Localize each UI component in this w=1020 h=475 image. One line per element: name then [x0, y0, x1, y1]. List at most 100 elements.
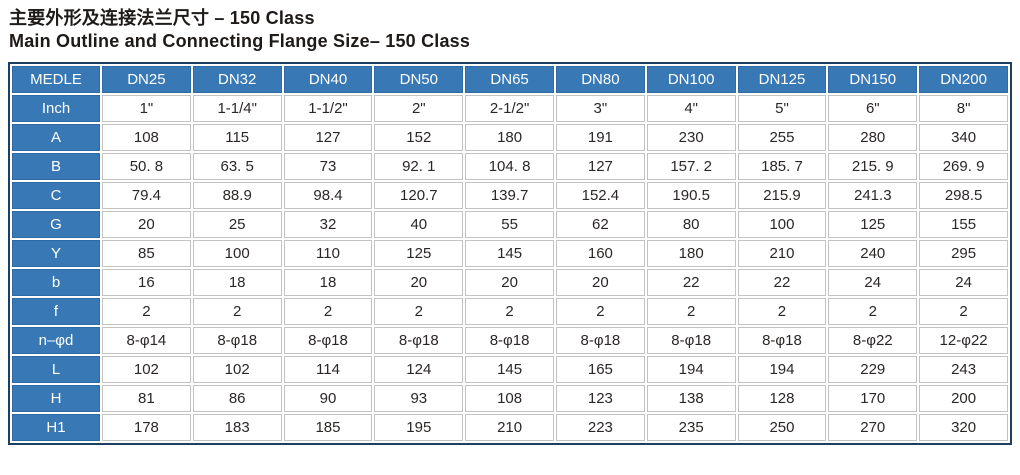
data-cell: 100: [192, 240, 282, 268]
data-cell: 127: [283, 124, 373, 152]
data-cell: 223: [555, 414, 645, 442]
data-cell: 2: [374, 298, 464, 326]
data-cell: 8-φ18: [283, 327, 373, 355]
column-header-cell: DN32: [192, 66, 282, 94]
data-cell: 298.5: [919, 182, 1008, 210]
data-cell: 243: [919, 356, 1008, 384]
data-cell: 8-φ22: [828, 327, 918, 355]
data-cell: 86: [192, 385, 282, 413]
data-cell: 102: [192, 356, 282, 384]
data-cell: 1": [102, 95, 191, 123]
data-cell: 18: [192, 269, 282, 297]
data-cell: 2: [192, 298, 282, 326]
table-row: Y 85 100 110 125 145 160 180 210 240 295: [12, 240, 1008, 268]
data-cell: 108: [102, 124, 191, 152]
column-header-cell: DN40: [283, 66, 373, 94]
data-cell: 20: [555, 269, 645, 297]
data-cell: 215. 9: [828, 153, 918, 181]
page: 主要外形及连接法兰尺寸 – 150 Class Main Outline and…: [8, 8, 1012, 446]
data-cell: 6": [828, 95, 918, 123]
row-label-cell: H1: [12, 414, 100, 442]
data-cell: 157. 2: [646, 153, 736, 181]
data-cell: 2: [283, 298, 373, 326]
data-cell: 194: [646, 356, 736, 384]
data-cell: 22: [737, 269, 827, 297]
data-cell: 8-φ18: [646, 327, 736, 355]
row-label-cell: B: [12, 153, 100, 181]
data-cell: 195: [374, 414, 464, 442]
row-label-cell: C: [12, 182, 100, 210]
data-cell: 152: [374, 124, 464, 152]
data-cell: 88.9: [192, 182, 282, 210]
data-cell: 4": [646, 95, 736, 123]
row-label-cell: A: [12, 124, 100, 152]
table-row: n–φd 8-φ14 8-φ18 8-φ18 8-φ18 8-φ18 8-φ18 8-φ18 8…: [12, 327, 1008, 355]
data-cell: 270: [828, 414, 918, 442]
data-cell: 114: [283, 356, 373, 384]
data-cell: 230: [646, 124, 736, 152]
data-cell: 124: [374, 356, 464, 384]
data-cell: 190.5: [646, 182, 736, 210]
row-label-cell: H: [12, 385, 100, 413]
page-title-zh: 主要外形及连接法兰尺寸 – 150 Class: [9, 8, 315, 28]
data-cell: 104. 8: [465, 153, 554, 181]
data-cell: 180: [465, 124, 554, 152]
data-cell: 152.4: [555, 182, 645, 210]
data-cell: 115: [192, 124, 282, 152]
table-row: A 108 115 127 152 180 191 230 255 280 340: [12, 124, 1008, 152]
data-cell: 123: [555, 385, 645, 413]
data-cell: 12-φ22: [919, 327, 1008, 355]
data-cell: 16: [102, 269, 191, 297]
data-cell: 18: [283, 269, 373, 297]
data-cell: 8-φ18: [192, 327, 282, 355]
table-row: C 79.4 88.9 98.4 120.7 139.7 152.4 190.5 215.9 24…: [12, 182, 1008, 210]
data-cell: 55: [465, 211, 554, 239]
data-cell: 2: [646, 298, 736, 326]
table-row: H1 178 183 185 195 210 223 235 250 270 320: [12, 414, 1008, 442]
column-header-cell: DN150: [828, 66, 918, 94]
data-cell: 2: [465, 298, 554, 326]
corner-header-cell: MEDLE: [12, 66, 100, 94]
data-cell: 200: [919, 385, 1008, 413]
column-header-cell: DN50: [374, 66, 464, 94]
flange-size-table: MEDLE DN25 DN32 DN40 DN50 DN65 DN80 DN100 DN125 D…: [10, 64, 1010, 443]
data-cell: 8": [919, 95, 1008, 123]
data-cell: 24: [828, 269, 918, 297]
data-cell: 2: [919, 298, 1008, 326]
data-cell: 210: [737, 240, 827, 268]
data-cell: 100: [737, 211, 827, 239]
data-cell: 165: [555, 356, 645, 384]
column-header-cell: DN200: [919, 66, 1008, 94]
column-header-cell: DN100: [646, 66, 736, 94]
data-cell: 80: [646, 211, 736, 239]
data-cell: 2: [102, 298, 191, 326]
data-cell: 5": [737, 95, 827, 123]
data-cell: 125: [374, 240, 464, 268]
data-cell: 110: [283, 240, 373, 268]
data-cell: 280: [828, 124, 918, 152]
data-cell: 22: [646, 269, 736, 297]
data-cell: 139.7: [465, 182, 554, 210]
data-cell: 90: [283, 385, 373, 413]
data-cell: 180: [646, 240, 736, 268]
data-cell: 2-1/2": [465, 95, 554, 123]
data-cell: 93: [374, 385, 464, 413]
data-cell: 20: [465, 269, 554, 297]
data-cell: 178: [102, 414, 191, 442]
data-cell: 241.3: [828, 182, 918, 210]
table-head: MEDLE DN25 DN32 DN40 DN50 DN65 DN80 DN100 DN125 D…: [12, 66, 1008, 94]
data-cell: 255: [737, 124, 827, 152]
row-label-cell: G: [12, 211, 100, 239]
column-header-cell: DN25: [102, 66, 191, 94]
data-cell: 8-φ18: [737, 327, 827, 355]
table-body: Inch 1" 1-1/4" 1-1/2" 2" 2-1/2" 3" 4" 5" 6" 8" A 108…: [12, 95, 1008, 442]
data-cell: 145: [465, 240, 554, 268]
table-row: b 16 18 18 20 20 20 22 22 24 24: [12, 269, 1008, 297]
data-cell: 20: [102, 211, 191, 239]
table-row: G 20 25 32 40 55 62 80 100 125 155: [12, 211, 1008, 239]
row-label-cell: Inch: [12, 95, 100, 123]
data-cell: 1-1/4": [192, 95, 282, 123]
data-cell: 185. 7: [737, 153, 827, 181]
data-cell: 85: [102, 240, 191, 268]
